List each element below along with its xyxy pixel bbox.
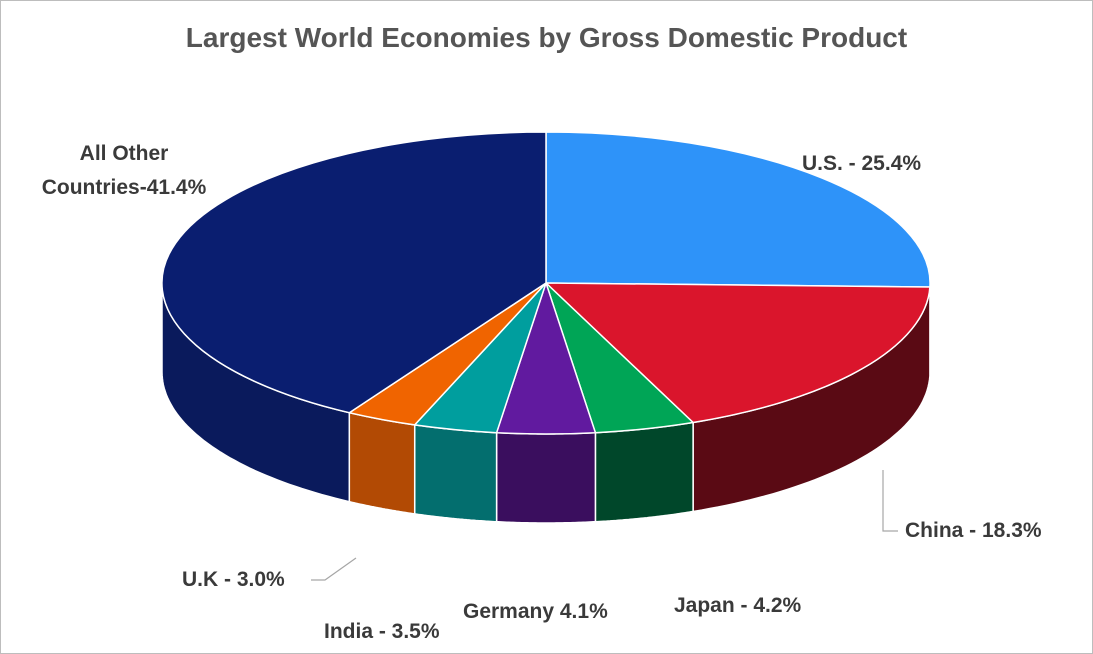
slice-label: Germany 4.1% xyxy=(463,600,608,623)
pie-slice-side xyxy=(348,411,416,515)
pie-slice-side xyxy=(413,424,498,523)
pie-labels: U.S. - 25.4% China - 18.3% Japan - 4.2% Ger… xyxy=(42,142,1042,643)
label-leader-line xyxy=(882,470,898,532)
chart-title: Largest World Economies by Gross Domesti… xyxy=(185,22,908,53)
pie-slice-side xyxy=(594,421,694,523)
label-leader-line xyxy=(311,557,357,581)
slice-label: U.K - 3.0% xyxy=(182,568,285,591)
slice-label: India - 3.5% xyxy=(324,620,440,643)
pie-slice xyxy=(545,282,931,424)
slice-label: China - 18.3% xyxy=(905,519,1042,542)
pie-slice xyxy=(161,131,547,414)
slice-label: Japan - 4.2% xyxy=(674,594,802,617)
pie-top-faces xyxy=(161,131,931,435)
pie-slice xyxy=(545,131,931,288)
pie-slice-side xyxy=(495,431,597,524)
slice-label: All Other Countries-41.4% xyxy=(42,142,207,199)
slice-label: U.S. - 25.4% xyxy=(802,152,921,175)
